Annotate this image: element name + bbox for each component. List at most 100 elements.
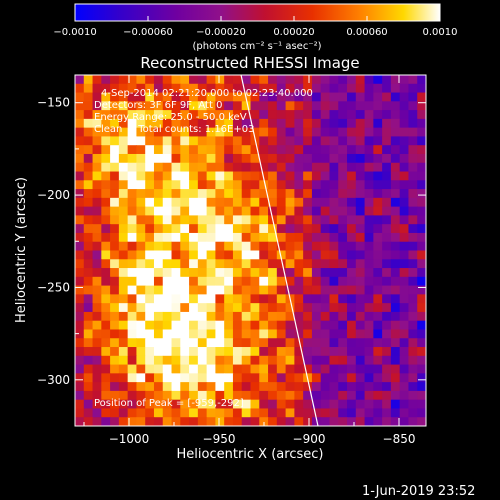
heatmap-cell xyxy=(75,92,85,102)
heatmap-cell xyxy=(390,329,401,339)
heatmap-cell xyxy=(118,189,129,199)
heatmap-cell xyxy=(206,417,216,426)
heatmap-cell xyxy=(285,417,295,426)
heatmap-cell xyxy=(145,390,155,401)
heatmap-cell xyxy=(408,373,418,383)
heatmap-cell xyxy=(408,259,418,269)
heatmap-cell xyxy=(329,259,339,269)
heatmap-cell xyxy=(83,390,94,401)
heatmap-cell xyxy=(364,101,374,111)
heatmap-cell xyxy=(75,250,85,260)
heatmap-cell xyxy=(320,83,330,94)
heatmap-cell xyxy=(311,197,322,208)
solar-limb-line xyxy=(240,75,319,426)
heatmap-cell xyxy=(145,101,155,111)
heatmap-cell xyxy=(206,373,216,383)
heatmap-cell xyxy=(399,294,409,304)
heatmap-cell xyxy=(276,268,287,278)
heatmap-cell xyxy=(285,189,295,199)
heatmap-cell xyxy=(338,92,348,102)
heatmap-cell xyxy=(127,276,137,287)
heatmap-cell xyxy=(101,92,111,102)
heatmap-cell xyxy=(408,311,418,322)
heatmap-cell xyxy=(329,92,339,102)
heatmap-cell xyxy=(347,311,357,322)
heatmap-cell xyxy=(145,162,155,173)
heatmap-cell xyxy=(101,232,111,243)
heatmap-cell xyxy=(399,189,409,199)
heatmap-cell xyxy=(215,285,225,295)
heatmap-cell xyxy=(373,127,383,137)
heatmap-cell xyxy=(83,268,94,278)
heatmap-cell xyxy=(136,189,146,199)
heatmap-cell xyxy=(75,101,85,111)
heatmap-cell xyxy=(136,347,146,357)
heatmap-cell xyxy=(355,311,366,322)
heatmap-cell xyxy=(259,75,269,85)
heatmap-cell xyxy=(189,417,199,426)
heatmap-cell xyxy=(189,197,199,208)
heatmap-cell xyxy=(145,329,155,339)
heatmap-cell xyxy=(311,355,322,366)
heatmap-cell xyxy=(127,311,137,322)
heatmap-cell xyxy=(241,417,251,426)
heatmap-cell xyxy=(110,206,120,216)
heatmap-cell xyxy=(259,259,269,269)
heatmap-cell xyxy=(250,250,260,260)
heatmap-cell xyxy=(355,110,366,120)
heatmap-cell xyxy=(355,399,366,409)
heatmap-cell xyxy=(224,329,234,339)
heatmap-cell xyxy=(373,136,383,146)
heatmap-cell xyxy=(136,303,146,313)
heatmap-cell xyxy=(338,338,348,348)
heatmap-cell xyxy=(162,276,173,287)
heatmap-cell xyxy=(338,268,348,278)
heatmap-cell xyxy=(180,153,190,164)
heatmap-cell xyxy=(399,285,409,295)
heatmap-cell xyxy=(355,285,366,295)
heatmap-cell xyxy=(224,232,234,243)
heatmap-cell xyxy=(268,101,278,111)
heatmap-cell xyxy=(171,250,181,260)
heatmap-cell xyxy=(110,180,120,190)
heatmap-cell xyxy=(250,382,260,392)
heatmap-cell xyxy=(232,75,243,85)
heatmap-cell xyxy=(347,373,357,383)
heatmap-cell xyxy=(390,145,401,155)
heatmap-cell xyxy=(118,224,129,234)
heatmap-cell xyxy=(417,171,426,181)
heatmap-cell xyxy=(101,136,111,146)
heatmap-cell xyxy=(399,338,409,348)
heatmap-cell xyxy=(136,206,146,216)
heatmap-cell xyxy=(294,276,304,287)
heatmap-cell xyxy=(197,311,208,322)
heatmap-cell xyxy=(320,268,330,278)
heatmap-cell xyxy=(153,145,164,155)
colorbar-tick-label: −0.0010 xyxy=(53,27,96,38)
heatmap-cell xyxy=(276,355,287,366)
heatmap-cell xyxy=(136,320,146,330)
heatmap-cell xyxy=(180,136,190,146)
heatmap-cell xyxy=(399,382,409,392)
heatmap-cell xyxy=(276,83,287,94)
heatmap-cell xyxy=(145,294,155,304)
heatmap-cell xyxy=(373,83,383,94)
heatmap-cell xyxy=(215,215,225,225)
heatmap-cell xyxy=(232,250,243,260)
heatmap-cell xyxy=(189,162,199,173)
heatmap-cell xyxy=(294,162,304,173)
heatmap-cell xyxy=(189,189,199,199)
heatmap-cell xyxy=(382,276,392,287)
heatmap-cell xyxy=(153,329,164,339)
heatmap-cell xyxy=(259,399,269,409)
y-axis-ticks: −300−250−200−150 xyxy=(37,96,426,427)
heatmap-cell xyxy=(171,294,181,304)
heatmap-cell xyxy=(83,417,94,426)
heatmap-cell xyxy=(215,276,225,287)
heatmap-cell xyxy=(101,206,111,216)
heatmap-cell xyxy=(250,215,260,225)
heatmap-cell xyxy=(197,303,208,313)
heatmap-cell xyxy=(171,417,181,426)
heatmap-cell xyxy=(136,127,146,137)
heatmap-cell xyxy=(206,276,216,287)
